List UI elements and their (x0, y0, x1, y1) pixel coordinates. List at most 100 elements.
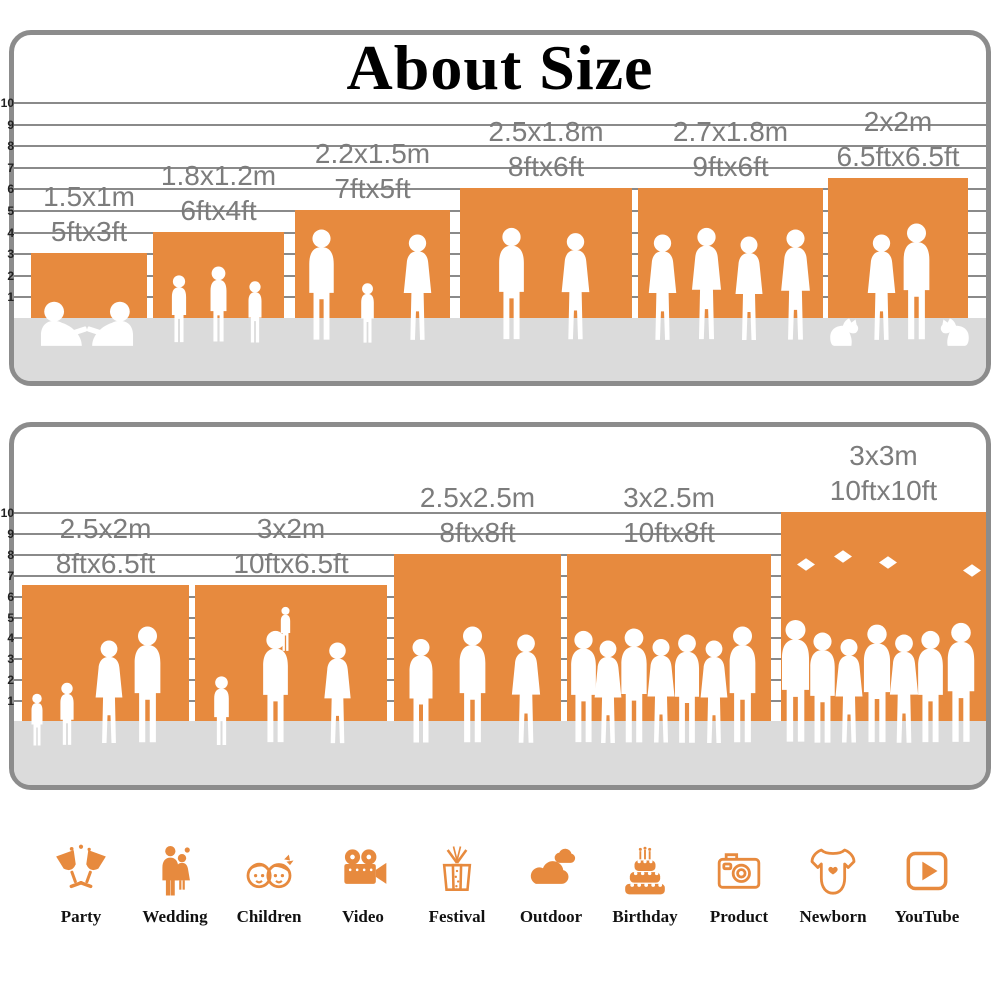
category-label: Video (342, 907, 384, 926)
bar-size-label: 2.5x2m 8ftx6.5ft (56, 511, 156, 581)
y-axis-tick-label: 8 (7, 547, 14, 562)
size-bar-9ftx6ft: 2.7x1.8m 9ftx6ft (638, 116, 823, 340)
video-icon (344, 849, 387, 884)
size-label-feet: 10ftx6.5ft (233, 548, 349, 579)
woman-silhouette (594, 640, 622, 744)
child-silhouette (280, 606, 291, 651)
adult-silhouette (409, 639, 433, 743)
y-axis-tick-label: 5 (7, 204, 14, 218)
child-silhouette (361, 283, 374, 343)
newborn-icon (810, 848, 856, 895)
category-label: Children (236, 907, 302, 926)
y-axis-tick-label: 6 (7, 589, 14, 604)
category-item-video: Video (320, 843, 406, 927)
cap-silhouette (963, 564, 981, 577)
bar-size-label: 2.5x1.8m 8ftx6ft (488, 114, 603, 184)
size-label-feet: 5ftx3ft (50, 216, 128, 247)
bar-size-label: 2.7x1.8m 9ftx6ft (673, 114, 788, 184)
child-silhouette (171, 275, 187, 343)
y-axis-tick-label: 5 (7, 610, 14, 625)
bar-size-label: 2.2x1.5m 7ftx5ft (315, 136, 430, 206)
child-silhouette (214, 676, 229, 746)
y-axis-tick-label: 8 (7, 139, 14, 154)
child-silhouette (31, 693, 43, 746)
size-label-feet: 8ftx8ft (439, 517, 516, 548)
category-item-children: Children (226, 843, 312, 927)
size-label-meters: 3x3m (849, 440, 918, 471)
size-label-feet: 6.5ftx6.5ft (836, 141, 960, 172)
category-label: Birthday (612, 907, 678, 926)
bar-size-label: 3x2.5m 10ftx8ft (623, 480, 715, 550)
size-bar-8ftx8ft: 2.5x2.5m 8ftx8ft (394, 482, 561, 743)
size-label-meters: 2.5x2.5m (419, 482, 536, 513)
y-axis-tick-label: 4 (7, 631, 14, 646)
festival-icon (442, 846, 472, 891)
cap-silhouette (834, 550, 852, 563)
product-icon (717, 853, 761, 889)
category-item-outdoor: Outdoor (508, 843, 594, 927)
y-axis-tick-label: 10 (0, 506, 14, 520)
y-axis-tick-label: 2 (7, 268, 14, 283)
size-label-meters: 3x2m (256, 513, 326, 544)
chart-title: About Size (346, 32, 654, 103)
size-label-meters: 1.5x1m (43, 181, 135, 212)
y-axis-tick-label: 7 (7, 568, 14, 583)
adult-silhouette (729, 626, 756, 743)
bar-size-label: 1.8x1.2m 6ftx4ft (161, 158, 276, 228)
child-sitting-silhouette (86, 301, 134, 346)
woman-silhouette (648, 234, 677, 340)
size-bar-6ftx4ft: 1.8x1.2m 6ftx4ft (153, 160, 284, 343)
bar-size-label: 1.5x1m 5ftx3ft (43, 179, 135, 249)
woman-silhouette (95, 640, 123, 744)
adult-silhouette (459, 626, 486, 743)
adult-silhouette (863, 624, 891, 743)
bar-size-label: 3x3m 10ftx10ft (830, 438, 937, 508)
category-item-party: Party (38, 843, 124, 927)
adult-silhouette (134, 626, 161, 743)
y-axis-tick-label: 3 (7, 652, 14, 667)
child-silhouette (248, 281, 262, 343)
size-label-feet: 7ftx5ft (334, 173, 411, 204)
woman-silhouette (700, 640, 728, 744)
size-label-feet: 10ftx10ft (829, 475, 938, 506)
category-label: YouTube (894, 907, 960, 926)
y-axis-tick-label: 9 (7, 526, 14, 541)
woman-silhouette (735, 236, 763, 340)
adult-silhouette (781, 619, 810, 742)
woman-silhouette (889, 634, 919, 743)
woman-silhouette (867, 234, 896, 340)
y-axis-tick-label: 2 (7, 673, 14, 688)
y-axis-tick-label: 7 (7, 160, 14, 175)
woman-silhouette (647, 639, 675, 743)
child-silhouette (60, 682, 74, 745)
size-label-meters: 3x2.5m (623, 482, 715, 513)
adult-silhouette (918, 630, 943, 743)
adult-silhouette (810, 632, 835, 743)
size-bar-5ftx3ft: 1.5x1m 5ftx3ft (31, 181, 147, 346)
size-label-feet: 8ftx6.5ft (55, 548, 156, 579)
size-label-meters: 1.8x1.2m (160, 160, 277, 191)
size-label-meters: 2.7x1.8m (672, 116, 789, 147)
size-label-meters: 2.2x1.5m (314, 138, 431, 169)
woman-silhouette (561, 233, 590, 340)
category-label: Party (60, 907, 102, 926)
gridline-8ft (14, 145, 986, 148)
category-label: Festival (428, 907, 486, 926)
woman-silhouette (324, 642, 351, 744)
woman-silhouette (781, 229, 810, 340)
gridline-9ft (14, 532, 986, 535)
category-item-birthday: Birthday (602, 843, 688, 927)
size-label-feet: 9ftx6ft (692, 151, 769, 182)
adult-silhouette (263, 630, 288, 743)
y-axis-tick-label: 1 (7, 290, 14, 305)
adult-silhouette (571, 630, 596, 743)
floor-strip (14, 721, 986, 785)
outdoor-icon (530, 848, 576, 884)
category-label: Outdoor (519, 907, 583, 926)
bar-size-label: 3x2m 10ftx6.5ft (233, 511, 348, 581)
size-label-feet: 6ftx4ft (180, 195, 257, 226)
size-chart-panel-1: About Size 1.5x1m 5ftx3ft 1.8x1.2m 6ftx4ft … (9, 30, 991, 386)
woman-silhouette (511, 634, 541, 743)
y-axis-tick-label: 10 (0, 96, 14, 110)
